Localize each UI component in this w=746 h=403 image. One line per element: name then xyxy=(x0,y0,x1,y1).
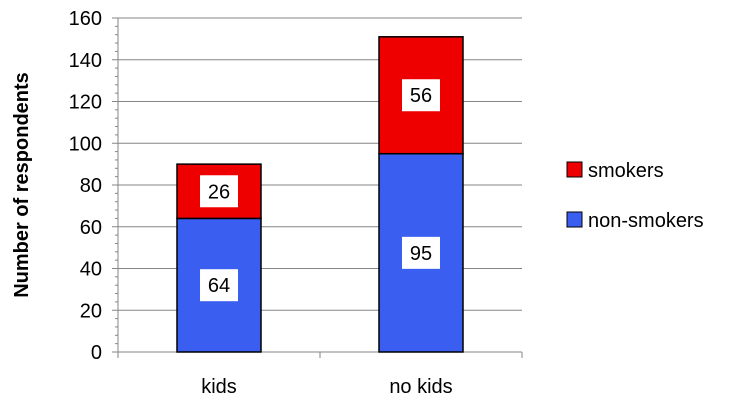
y-tick-label: 40 xyxy=(80,259,102,281)
x-category-label: kids xyxy=(201,376,237,398)
legend-swatch-non-smokers xyxy=(566,211,583,228)
legend-label: smokers xyxy=(588,160,664,182)
data-label-box xyxy=(200,269,238,302)
y-tick-label: 0 xyxy=(91,342,102,364)
y-tick-label: 80 xyxy=(80,175,102,197)
data-label: 26 xyxy=(208,181,230,203)
data-labels: 64 26 95 56 xyxy=(200,79,440,302)
data-label: 64 xyxy=(208,275,230,297)
data-label: 56 xyxy=(410,85,432,107)
data-label: 95 xyxy=(410,243,432,265)
data-label-box xyxy=(402,236,440,269)
data-label-box xyxy=(200,175,238,208)
y-tick-labels: 0 20 40 60 80 100 120 140 160 xyxy=(69,8,102,364)
y-axis-label: Number of respondents xyxy=(11,72,33,298)
y-tick-label: 160 xyxy=(69,8,102,30)
legend-swatch-smokers xyxy=(566,161,583,178)
x-category-label: no kids xyxy=(389,376,452,398)
y-tick-label: 100 xyxy=(69,133,102,155)
legend: smokers non-smokers xyxy=(566,160,704,232)
y-tick-label: 60 xyxy=(80,217,102,239)
y-tick-label: 120 xyxy=(69,92,102,114)
y-tick-label: 20 xyxy=(80,300,102,322)
legend-label: non-smokers xyxy=(588,210,704,232)
data-label-box xyxy=(402,79,440,112)
y-tick-label: 140 xyxy=(69,50,102,72)
x-category-labels: kids no kids xyxy=(201,376,452,398)
